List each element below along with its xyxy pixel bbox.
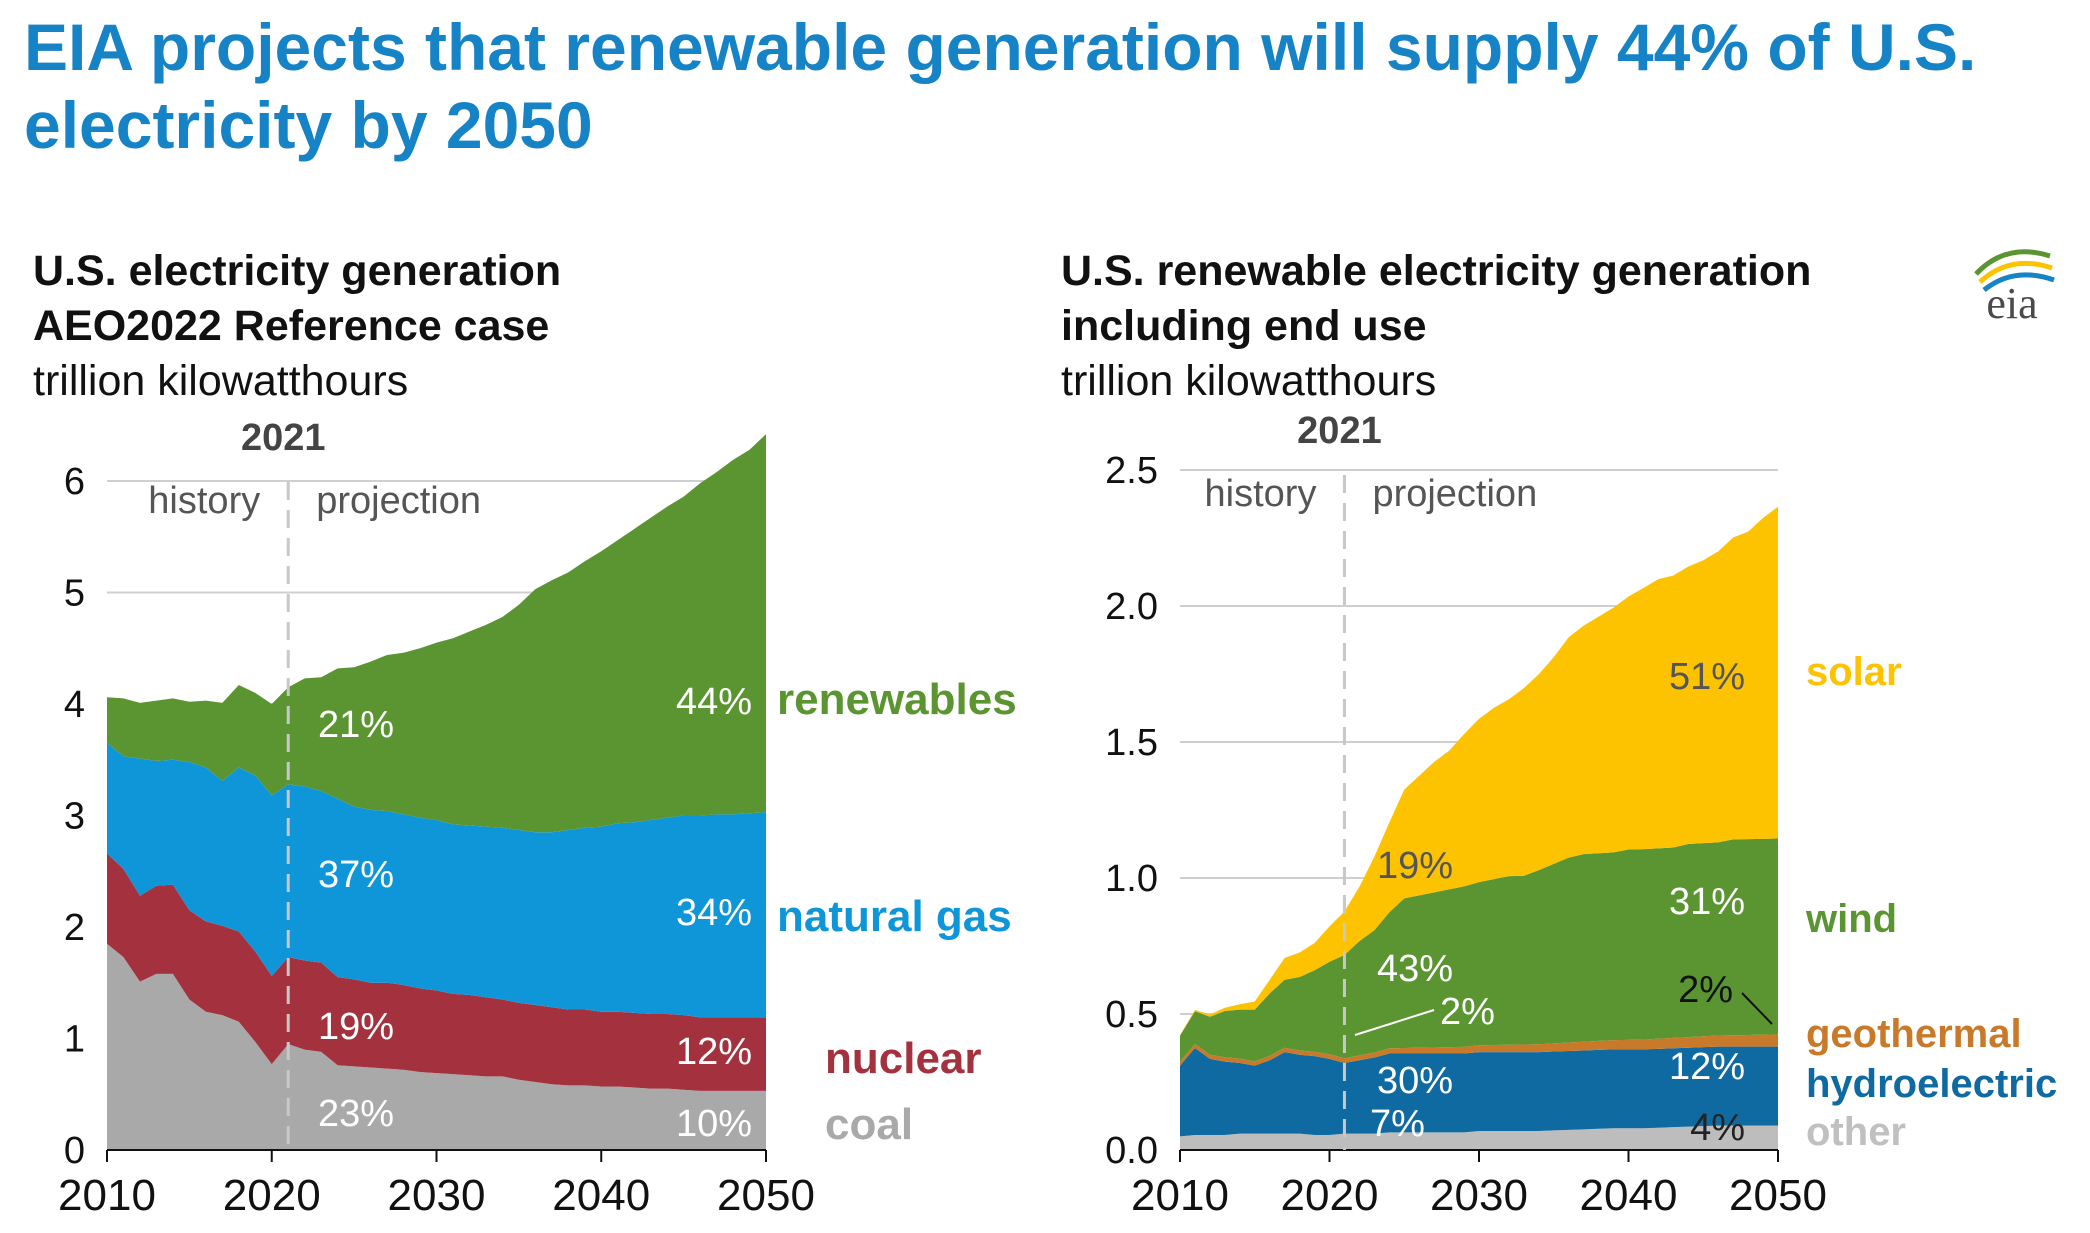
main-title: EIA projects that renewable generation w… bbox=[24, 10, 1977, 162]
right-x-tick-label: 2010 bbox=[1131, 1171, 1229, 1220]
left-area-renewables bbox=[107, 434, 766, 833]
left-x-tick-label: 2040 bbox=[552, 1171, 650, 1220]
right-chart-subtitle: including end use bbox=[1061, 302, 1427, 350]
right-y-tick-label: 1.0 bbox=[1105, 858, 1158, 900]
logo-text: eia bbox=[1986, 279, 2037, 324]
right-share-2050-solar: 51% bbox=[1669, 656, 1745, 698]
left-legend-coal: coal bbox=[825, 1100, 913, 1149]
left-area-natural-gas bbox=[107, 743, 766, 1018]
right-share-2050-geothermal: 2% bbox=[1678, 969, 1733, 1011]
eia-logo: eia bbox=[1974, 249, 2055, 324]
right-share-2050-hydroelectric: 12% bbox=[1669, 1046, 1745, 1088]
right-projection-label: projection bbox=[1372, 473, 1537, 515]
right-x-tick-label: 2040 bbox=[1580, 1171, 1678, 1220]
left-area-nuclear bbox=[107, 853, 766, 1091]
left-y-tick-label: 5 bbox=[64, 573, 85, 615]
left-divider-year-label: 2021 bbox=[241, 417, 326, 459]
right-share-2021-solar: 19% bbox=[1377, 845, 1453, 887]
left-chart-subtitle: AEO2022 Reference case bbox=[33, 302, 550, 350]
right-share-2050-wind: 31% bbox=[1669, 881, 1745, 923]
left-share-2021-coal: 23% bbox=[318, 1093, 394, 1135]
left-share-2021-renewables: 21% bbox=[318, 704, 394, 746]
right-y-tick-label: 2.0 bbox=[1105, 586, 1158, 628]
logo-arc-yellow bbox=[1978, 260, 2053, 284]
right-history-label: history bbox=[1205, 473, 1317, 515]
left-x-tick-label: 2050 bbox=[717, 1171, 815, 1220]
right-legend-other: other bbox=[1806, 1110, 1906, 1154]
left-chart: 0 1 2 3 4 5 6 2010 2020 2030 2040 2050 2021 history pr… bbox=[58, 417, 1017, 1220]
right-area-solar bbox=[1180, 506, 1778, 1036]
left-y-tick-label: 2 bbox=[64, 907, 85, 949]
right-area-geothermal bbox=[1180, 1034, 1778, 1066]
right-y-tick-label: 1.5 bbox=[1105, 722, 1158, 764]
left-y-tick-label: 6 bbox=[64, 461, 85, 503]
left-x-tick-label: 2020 bbox=[223, 1171, 321, 1220]
right-chart-heading: U.S. renewable electricity generation in… bbox=[1061, 244, 1861, 409]
right-legend-wind: wind bbox=[1805, 897, 1897, 941]
right-geothermal-2021-leader bbox=[1354, 1009, 1435, 1036]
right-share-2021-wind: 43% bbox=[1377, 948, 1453, 990]
left-x-tick-label: 2030 bbox=[388, 1171, 486, 1220]
right-legend-geothermal: geothermal bbox=[1806, 1012, 2022, 1056]
right-geothermal-2050-leader bbox=[1741, 992, 1773, 1025]
left-x-tick-label: 2010 bbox=[58, 1171, 156, 1220]
left-y-tick-label: 3 bbox=[64, 796, 85, 838]
right-chart-title: U.S. renewable electricity generation bbox=[1061, 247, 1812, 295]
left-y-tick-label: 1 bbox=[64, 1019, 85, 1061]
right-chart: 0.0 0.5 1.0 1.5 2.0 2.5 2010 2020 2030 2040 2050 20… bbox=[1105, 410, 2057, 1220]
right-y-tick-label: 0.5 bbox=[1105, 994, 1158, 1036]
left-chart-heading: U.S. electricity generation AEO2022 Refe… bbox=[33, 244, 833, 409]
left-share-2021-natural-gas: 37% bbox=[318, 854, 394, 896]
right-share-2050-other: 4% bbox=[1690, 1107, 1745, 1149]
right-divider-year-label: 2021 bbox=[1297, 410, 1382, 452]
right-y-tick-label: 0.0 bbox=[1105, 1130, 1158, 1172]
right-share-2021-geothermal: 2% bbox=[1440, 991, 1495, 1033]
logo-arc-blue bbox=[1982, 272, 2055, 292]
right-area-wind bbox=[1180, 838, 1778, 1062]
right-x-tick-label: 2050 bbox=[1729, 1171, 1827, 1220]
right-legend-hydroelectric: hydroelectric bbox=[1806, 1062, 2057, 1106]
right-area-hydroelectric bbox=[1180, 1046, 1778, 1137]
left-share-2050-natural-gas: 34% bbox=[676, 892, 752, 934]
right-x-tick-label: 2020 bbox=[1281, 1171, 1379, 1220]
left-share-2050-coal: 10% bbox=[676, 1103, 752, 1145]
left-share-2050-renewables: 44% bbox=[676, 681, 752, 723]
left-area-coal bbox=[107, 943, 766, 1150]
left-chart-unit-label: trillion kilowatthours bbox=[33, 357, 409, 405]
left-y-tick-label: 4 bbox=[64, 684, 85, 726]
right-share-2021-other: 7% bbox=[1370, 1103, 1425, 1145]
left-legend-nuclear: nuclear bbox=[825, 1034, 982, 1083]
right-area-other bbox=[1180, 1125, 1778, 1150]
right-legend-solar: solar bbox=[1806, 650, 1902, 694]
left-share-2050-nuclear: 12% bbox=[676, 1031, 752, 1073]
left-y-tick-label: 0 bbox=[64, 1130, 85, 1172]
left-chart-title: U.S. electricity generation bbox=[33, 247, 562, 295]
right-share-2021-hydroelectric: 30% bbox=[1377, 1060, 1453, 1102]
left-share-2021-nuclear: 19% bbox=[318, 1006, 394, 1048]
logo-arc-green bbox=[1974, 249, 2051, 276]
left-history-label: history bbox=[148, 480, 260, 522]
right-y-tick-label: 2.5 bbox=[1105, 450, 1158, 492]
left-projection-label: projection bbox=[316, 480, 481, 522]
left-legend-natural-gas: natural gas bbox=[777, 892, 1012, 941]
right-x-tick-label: 2030 bbox=[1430, 1171, 1528, 1220]
right-chart-unit-label: trillion kilowatthours bbox=[1061, 357, 1437, 405]
left-legend-renewables: renewables bbox=[777, 675, 1017, 724]
